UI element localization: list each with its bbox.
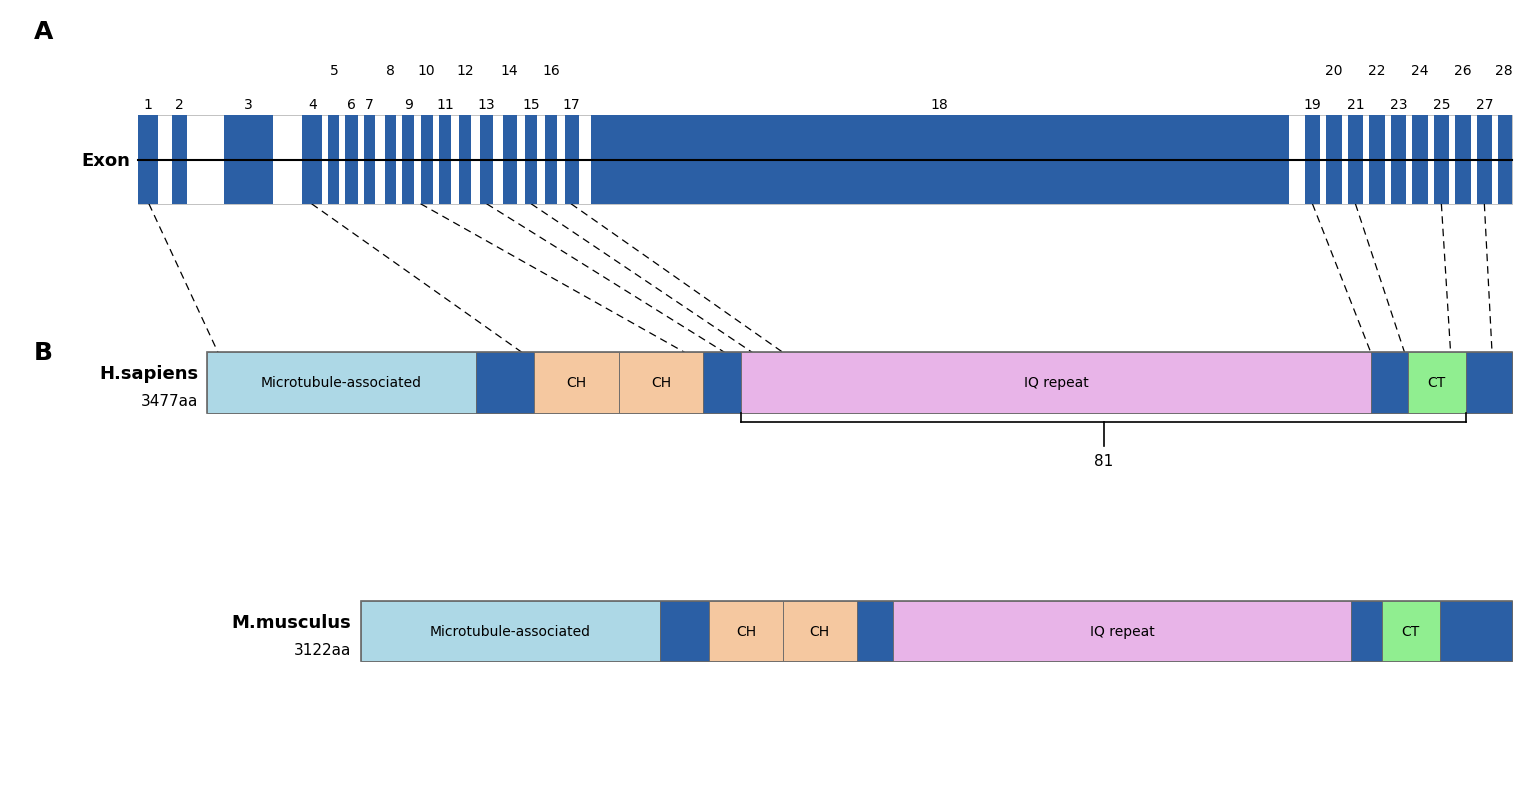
Bar: [385, 116, 396, 205]
Text: 21: 21: [1346, 98, 1365, 111]
Text: M.musculus: M.musculus: [232, 614, 352, 631]
Text: 3122aa: 3122aa: [295, 642, 352, 657]
Text: 15: 15: [522, 98, 540, 111]
Bar: [741, 353, 1371, 413]
Bar: [619, 353, 703, 413]
Bar: [503, 116, 517, 205]
Bar: [224, 116, 273, 205]
Text: 9: 9: [404, 98, 413, 111]
Bar: [1348, 116, 1363, 205]
Bar: [709, 602, 783, 662]
Text: 24: 24: [1411, 64, 1429, 78]
Text: 22: 22: [1368, 64, 1386, 78]
Bar: [1412, 116, 1428, 205]
Text: CT: CT: [1428, 376, 1446, 390]
Bar: [1477, 116, 1492, 205]
Bar: [207, 353, 1512, 413]
Text: 25: 25: [1432, 98, 1451, 111]
Bar: [783, 602, 857, 662]
Bar: [207, 353, 476, 413]
Bar: [1382, 602, 1440, 662]
Bar: [591, 116, 1289, 205]
Text: Microtubule-associated: Microtubule-associated: [261, 376, 422, 390]
Text: H.sapiens: H.sapiens: [98, 365, 198, 383]
Bar: [302, 116, 322, 205]
Text: A: A: [34, 20, 54, 44]
Text: 8: 8: [387, 64, 394, 78]
Bar: [1434, 116, 1449, 205]
Bar: [545, 116, 557, 205]
Bar: [1466, 353, 1512, 413]
Bar: [402, 116, 414, 205]
Text: 6: 6: [347, 98, 356, 111]
Text: 12: 12: [456, 64, 474, 78]
Text: 10: 10: [418, 64, 436, 78]
Bar: [565, 116, 579, 205]
Bar: [1326, 116, 1342, 205]
Bar: [328, 116, 339, 205]
Text: 27: 27: [1475, 98, 1494, 111]
Bar: [1369, 116, 1385, 205]
Text: 26: 26: [1454, 64, 1472, 78]
Text: 4: 4: [309, 98, 316, 111]
Bar: [421, 116, 433, 205]
Bar: [1371, 353, 1408, 413]
Bar: [703, 353, 741, 413]
Bar: [534, 353, 619, 413]
Text: 28: 28: [1495, 64, 1514, 78]
Bar: [459, 116, 471, 205]
Text: 7: 7: [365, 98, 373, 111]
Text: B: B: [34, 341, 52, 365]
Text: 14: 14: [500, 64, 519, 78]
Bar: [361, 602, 1512, 662]
Text: 13: 13: [477, 98, 496, 111]
Bar: [138, 116, 1512, 205]
Bar: [476, 353, 534, 413]
Text: 11: 11: [436, 98, 454, 111]
Bar: [345, 116, 358, 205]
Text: CH: CH: [735, 625, 757, 638]
Bar: [1351, 602, 1382, 662]
Bar: [525, 116, 537, 205]
Text: CT: CT: [1401, 625, 1420, 638]
Text: 23: 23: [1389, 98, 1408, 111]
Text: 16: 16: [542, 64, 560, 78]
Text: IQ repeat: IQ repeat: [1090, 625, 1154, 638]
Text: CH: CH: [809, 625, 830, 638]
Text: 1: 1: [144, 98, 152, 111]
Text: 19: 19: [1303, 98, 1322, 111]
Bar: [172, 116, 187, 205]
Bar: [1391, 116, 1406, 205]
Text: 3: 3: [244, 98, 253, 111]
Bar: [660, 602, 709, 662]
Text: 20: 20: [1325, 64, 1343, 78]
Text: CH: CH: [651, 376, 671, 390]
Text: 18: 18: [930, 98, 949, 111]
Bar: [1440, 602, 1512, 662]
Text: CH: CH: [566, 376, 586, 390]
Bar: [480, 116, 493, 205]
Bar: [1498, 116, 1512, 205]
Text: 17: 17: [562, 98, 580, 111]
Text: 3477aa: 3477aa: [141, 394, 198, 408]
Bar: [893, 602, 1351, 662]
Bar: [439, 116, 451, 205]
Text: 5: 5: [330, 64, 338, 78]
Text: Exon: Exon: [81, 152, 130, 169]
Text: Microtubule-associated: Microtubule-associated: [430, 625, 591, 638]
Bar: [361, 602, 660, 662]
Text: 81: 81: [1094, 453, 1113, 468]
Bar: [1305, 116, 1320, 205]
Bar: [857, 602, 893, 662]
Text: 2: 2: [175, 98, 184, 111]
Bar: [138, 116, 158, 205]
Bar: [1408, 353, 1466, 413]
Bar: [1455, 116, 1471, 205]
Bar: [364, 116, 375, 205]
Text: IQ repeat: IQ repeat: [1024, 376, 1088, 390]
